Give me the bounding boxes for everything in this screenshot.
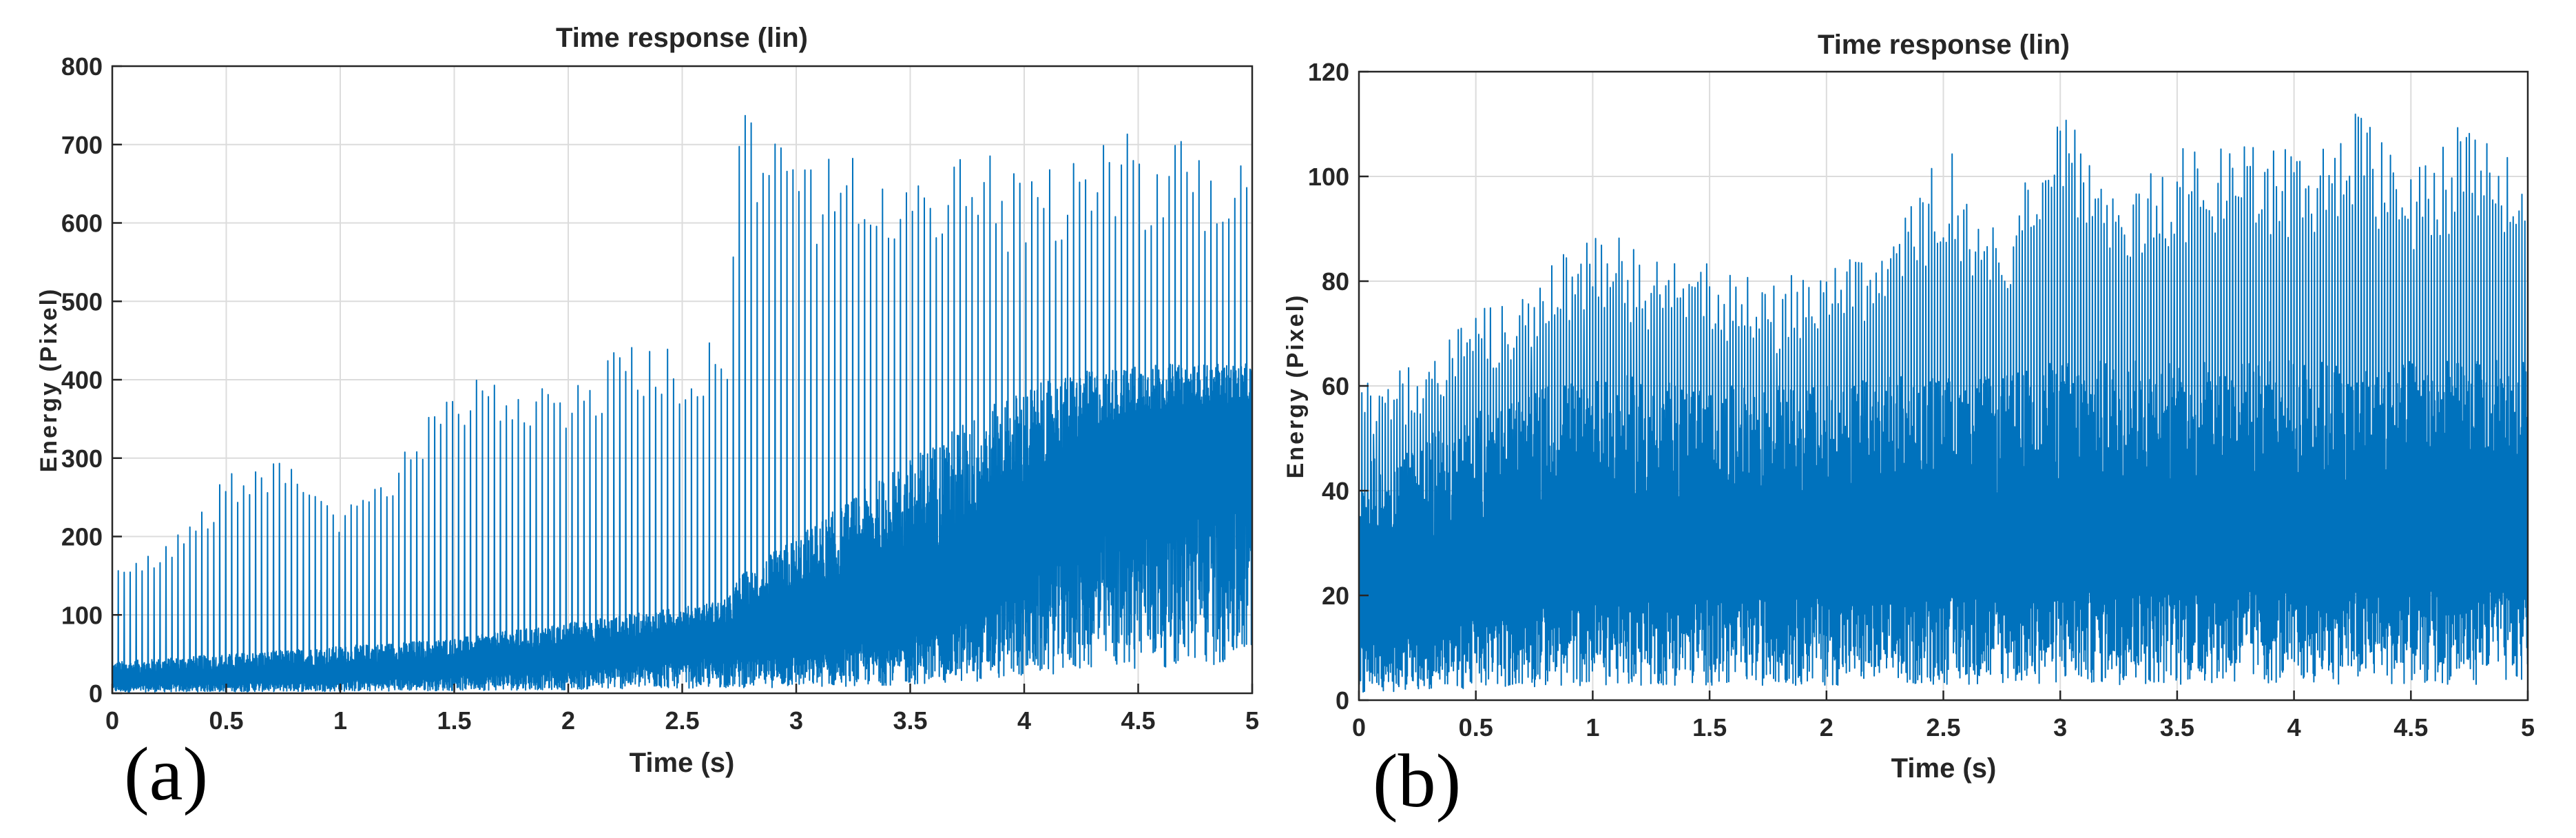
- series-line: [1358, 113, 2528, 693]
- y-tick-label: 40: [1322, 477, 1349, 505]
- x-tick-label: 0.5: [209, 706, 243, 735]
- y-tick-label: 80: [1322, 267, 1349, 296]
- x-tick-label: 5: [1245, 706, 1259, 735]
- x-axis-label: Time (s): [630, 748, 735, 778]
- axis-ticks: 0 0.5 1 1.5 2 2.5 3 3.5 4 4.5 5 0 100 200 300 400 500 600…: [61, 52, 1259, 735]
- data-series: [112, 114, 1253, 693]
- x-tick-label: 2.5: [665, 706, 699, 735]
- x-tick-label: 4.5: [1121, 706, 1155, 735]
- y-axis-label: Energy (Pixel): [36, 287, 62, 473]
- gridlines: [112, 65, 1253, 694]
- data-series: [1358, 113, 2528, 693]
- x-tick-label: 3.5: [2160, 713, 2194, 742]
- y-axis-label: Energy (Pixel): [1282, 294, 1309, 479]
- chart-panel-b: Time response (lin) 0 0.5 1 1.5 2 2.5 3 3.5 4 4.5…: [1282, 30, 2535, 823]
- y-tick-label: 600: [61, 210, 103, 238]
- chart-panel-a: Time response (lin) 0 0.5 1 1.5 2 2.5 3 3.5 4 4.5…: [36, 23, 1259, 816]
- panel-label-b: (b): [1373, 739, 1461, 823]
- x-tick-label: 0.5: [1459, 713, 1493, 742]
- x-tick-label: 2: [561, 706, 575, 735]
- x-tick-label: 1: [333, 706, 347, 735]
- x-tick-label: 2: [1820, 713, 1834, 742]
- panel-label-a: (a): [124, 732, 208, 816]
- x-tick-label: 2.5: [1926, 713, 1960, 742]
- x-tick-label: 0: [105, 706, 119, 735]
- y-tick-label: 0: [89, 679, 103, 708]
- chart-title: Time response (lin): [1818, 30, 2070, 60]
- y-tick-label: 400: [61, 366, 103, 394]
- y-tick-label: 60: [1322, 372, 1349, 400]
- y-tick-label: 500: [61, 287, 103, 316]
- x-tick-label: 0: [1352, 713, 1366, 742]
- y-tick-label: 0: [1336, 686, 1349, 715]
- y-tick-label: 100: [1308, 163, 1349, 191]
- y-tick-label: 100: [61, 601, 103, 629]
- y-tick-label: 800: [61, 52, 103, 81]
- x-tick-label: 4.5: [2393, 713, 2428, 742]
- x-tick-label: 3: [2053, 713, 2067, 742]
- y-tick-label: 20: [1322, 582, 1349, 610]
- axis-ticks: 0 0.5 1 1.5 2 2.5 3 3.5 4 4.5 5 0 20 40 60 80 100 120: [1308, 58, 2535, 742]
- x-tick-label: 1: [1586, 713, 1599, 742]
- y-tick-label: 200: [61, 523, 103, 551]
- x-tick-label: 1.5: [437, 706, 471, 735]
- x-tick-label: 3.5: [893, 706, 927, 735]
- series-line: [112, 114, 1253, 693]
- x-tick-label: 4: [1017, 706, 1031, 735]
- chart-title: Time response (lin): [556, 23, 808, 53]
- x-tick-label: 5: [2521, 713, 2535, 742]
- x-tick-label: 4: [2287, 713, 2301, 742]
- x-tick-label: 3: [789, 706, 803, 735]
- x-axis-label: Time (s): [1891, 753, 1997, 784]
- x-tick-label: 1.5: [1692, 713, 1727, 742]
- y-tick-label: 120: [1308, 58, 1349, 86]
- y-tick-label: 300: [61, 444, 103, 473]
- y-tick-label: 700: [61, 131, 103, 159]
